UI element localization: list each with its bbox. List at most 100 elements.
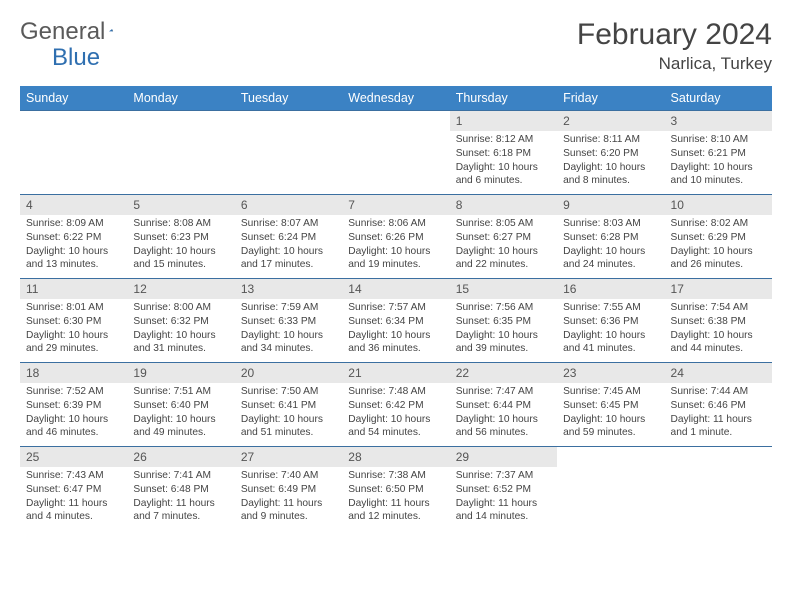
header: General February 2024 Narlica, Turkey <box>20 18 772 74</box>
day-details: Sunrise: 8:12 AMSunset: 6:18 PMDaylight:… <box>450 131 557 192</box>
logo-triangle-icon <box>109 20 113 40</box>
daylight-text: Daylight: 11 hours and 4 minutes. <box>26 497 121 525</box>
day-number: 14 <box>342 279 449 299</box>
sunrise-text: Sunrise: 7:44 AM <box>671 385 766 399</box>
sunset-text: Sunset: 6:30 PM <box>26 315 121 329</box>
daylight-text: Daylight: 11 hours and 7 minutes. <box>133 497 228 525</box>
day-number: 27 <box>235 447 342 467</box>
sunset-text: Sunset: 6:18 PM <box>456 147 551 161</box>
day-details: Sunrise: 8:03 AMSunset: 6:28 PMDaylight:… <box>557 215 664 276</box>
day-number: 19 <box>127 363 234 383</box>
sunset-text: Sunset: 6:45 PM <box>563 399 658 413</box>
day-details: Sunrise: 8:10 AMSunset: 6:21 PMDaylight:… <box>665 131 772 192</box>
day-details: Sunrise: 7:40 AMSunset: 6:49 PMDaylight:… <box>235 467 342 528</box>
sunset-text: Sunset: 6:39 PM <box>26 399 121 413</box>
weekday-header: Thursday <box>450 86 557 111</box>
sunrise-text: Sunrise: 8:05 AM <box>456 217 551 231</box>
daylight-text: Daylight: 10 hours and 29 minutes. <box>26 329 121 357</box>
calendar-week-row: 25Sunrise: 7:43 AMSunset: 6:47 PMDayligh… <box>20 447 772 531</box>
sunrise-text: Sunrise: 8:00 AM <box>133 301 228 315</box>
daylight-text: Daylight: 10 hours and 19 minutes. <box>348 245 443 273</box>
day-details: Sunrise: 7:50 AMSunset: 6:41 PMDaylight:… <box>235 383 342 444</box>
calendar-day-cell: 29Sunrise: 7:37 AMSunset: 6:52 PMDayligh… <box>450 447 557 531</box>
sunrise-text: Sunrise: 8:12 AM <box>456 133 551 147</box>
daylight-text: Daylight: 10 hours and 59 minutes. <box>563 413 658 441</box>
day-number: 13 <box>235 279 342 299</box>
sunrise-text: Sunrise: 7:48 AM <box>348 385 443 399</box>
daylight-text: Daylight: 10 hours and 34 minutes. <box>241 329 336 357</box>
sunset-text: Sunset: 6:27 PM <box>456 231 551 245</box>
calendar-day-cell: 8Sunrise: 8:05 AMSunset: 6:27 PMDaylight… <box>450 195 557 279</box>
sunset-text: Sunset: 6:28 PM <box>563 231 658 245</box>
day-details: Sunrise: 7:55 AMSunset: 6:36 PMDaylight:… <box>557 299 664 360</box>
daylight-text: Daylight: 11 hours and 9 minutes. <box>241 497 336 525</box>
calendar-day-cell: 18Sunrise: 7:52 AMSunset: 6:39 PMDayligh… <box>20 363 127 447</box>
daylight-text: Daylight: 11 hours and 14 minutes. <box>456 497 551 525</box>
calendar-day-cell: . <box>342 111 449 195</box>
daylight-text: Daylight: 10 hours and 6 minutes. <box>456 161 551 189</box>
calendar-day-cell: 3Sunrise: 8:10 AMSunset: 6:21 PMDaylight… <box>665 111 772 195</box>
weekday-header: Monday <box>127 86 234 111</box>
day-number: 15 <box>450 279 557 299</box>
sunset-text: Sunset: 6:22 PM <box>26 231 121 245</box>
daylight-text: Daylight: 10 hours and 13 minutes. <box>26 245 121 273</box>
daylight-text: Daylight: 10 hours and 44 minutes. <box>671 329 766 357</box>
calendar-day-cell: 27Sunrise: 7:40 AMSunset: 6:49 PMDayligh… <box>235 447 342 531</box>
day-details: Sunrise: 7:44 AMSunset: 6:46 PMDaylight:… <box>665 383 772 444</box>
brand-logo: General <box>20 18 135 46</box>
day-details: Sunrise: 8:05 AMSunset: 6:27 PMDaylight:… <box>450 215 557 276</box>
sunrise-text: Sunrise: 7:38 AM <box>348 469 443 483</box>
day-number: 22 <box>450 363 557 383</box>
day-details: Sunrise: 8:11 AMSunset: 6:20 PMDaylight:… <box>557 131 664 192</box>
day-details: Sunrise: 7:41 AMSunset: 6:48 PMDaylight:… <box>127 467 234 528</box>
daylight-text: Daylight: 10 hours and 36 minutes. <box>348 329 443 357</box>
day-number: 1 <box>450 111 557 131</box>
day-details: Sunrise: 8:06 AMSunset: 6:26 PMDaylight:… <box>342 215 449 276</box>
sunset-text: Sunset: 6:29 PM <box>671 231 766 245</box>
daylight-text: Daylight: 10 hours and 41 minutes. <box>563 329 658 357</box>
day-details: Sunrise: 8:00 AMSunset: 6:32 PMDaylight:… <box>127 299 234 360</box>
calendar-day-cell: 9Sunrise: 8:03 AMSunset: 6:28 PMDaylight… <box>557 195 664 279</box>
sunset-text: Sunset: 6:32 PM <box>133 315 228 329</box>
sunset-text: Sunset: 6:20 PM <box>563 147 658 161</box>
sunrise-text: Sunrise: 7:50 AM <box>241 385 336 399</box>
day-number: 6 <box>235 195 342 215</box>
day-details: Sunrise: 7:51 AMSunset: 6:40 PMDaylight:… <box>127 383 234 444</box>
day-details: Sunrise: 8:09 AMSunset: 6:22 PMDaylight:… <box>20 215 127 276</box>
day-details: Sunrise: 7:48 AMSunset: 6:42 PMDaylight:… <box>342 383 449 444</box>
sunset-text: Sunset: 6:41 PM <box>241 399 336 413</box>
sunrise-text: Sunrise: 8:09 AM <box>26 217 121 231</box>
day-details: Sunrise: 7:47 AMSunset: 6:44 PMDaylight:… <box>450 383 557 444</box>
day-number: 26 <box>127 447 234 467</box>
calendar-day-cell: 19Sunrise: 7:51 AMSunset: 6:40 PMDayligh… <box>127 363 234 447</box>
daylight-text: Daylight: 10 hours and 54 minutes. <box>348 413 443 441</box>
calendar-day-cell: 7Sunrise: 8:06 AMSunset: 6:26 PMDaylight… <box>342 195 449 279</box>
calendar-day-cell: 22Sunrise: 7:47 AMSunset: 6:44 PMDayligh… <box>450 363 557 447</box>
calendar-day-cell: 1Sunrise: 8:12 AMSunset: 6:18 PMDaylight… <box>450 111 557 195</box>
calendar-day-cell: . <box>665 447 772 531</box>
month-title: February 2024 <box>577 18 772 52</box>
daylight-text: Daylight: 10 hours and 8 minutes. <box>563 161 658 189</box>
sunset-text: Sunset: 6:36 PM <box>563 315 658 329</box>
sunset-text: Sunset: 6:50 PM <box>348 483 443 497</box>
calendar-week-row: 11Sunrise: 8:01 AMSunset: 6:30 PMDayligh… <box>20 279 772 363</box>
calendar-day-cell: 13Sunrise: 7:59 AMSunset: 6:33 PMDayligh… <box>235 279 342 363</box>
sunset-text: Sunset: 6:24 PM <box>241 231 336 245</box>
day-details: Sunrise: 7:38 AMSunset: 6:50 PMDaylight:… <box>342 467 449 528</box>
day-number: 4 <box>20 195 127 215</box>
day-details: Sunrise: 7:59 AMSunset: 6:33 PMDaylight:… <box>235 299 342 360</box>
day-number: 8 <box>450 195 557 215</box>
daylight-text: Daylight: 11 hours and 12 minutes. <box>348 497 443 525</box>
day-details: Sunrise: 7:57 AMSunset: 6:34 PMDaylight:… <box>342 299 449 360</box>
calendar-day-cell: . <box>235 111 342 195</box>
sunrise-text: Sunrise: 7:41 AM <box>133 469 228 483</box>
sunrise-text: Sunrise: 7:51 AM <box>133 385 228 399</box>
daylight-text: Daylight: 10 hours and 24 minutes. <box>563 245 658 273</box>
day-details: Sunrise: 7:45 AMSunset: 6:45 PMDaylight:… <box>557 383 664 444</box>
daylight-text: Daylight: 10 hours and 49 minutes. <box>133 413 228 441</box>
brand-name-part1: General <box>20 18 105 46</box>
sunset-text: Sunset: 6:46 PM <box>671 399 766 413</box>
calendar-day-cell: 14Sunrise: 7:57 AMSunset: 6:34 PMDayligh… <box>342 279 449 363</box>
daylight-text: Daylight: 10 hours and 15 minutes. <box>133 245 228 273</box>
day-number: 21 <box>342 363 449 383</box>
